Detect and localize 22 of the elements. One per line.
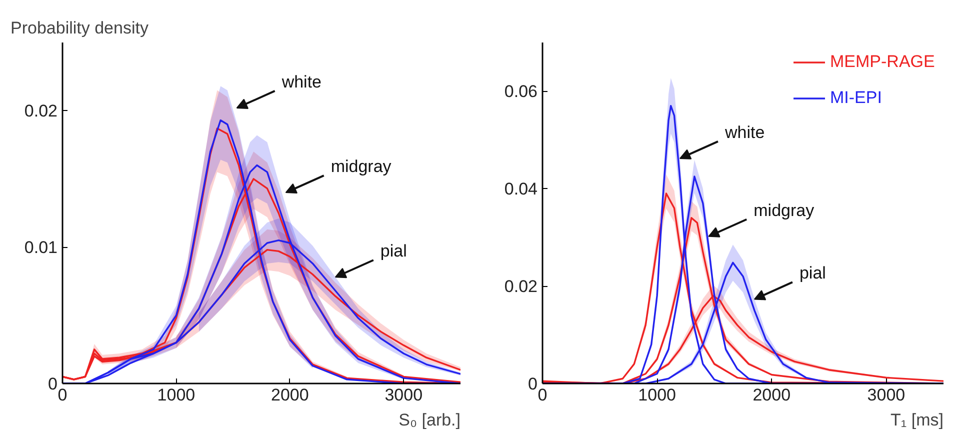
y-tick-label: 0.02 [24,102,58,121]
y-tick-label: 0.02 [504,277,538,296]
legend-label: MEMP-RAGE [830,52,936,72]
x-tick-label: 3000 [867,386,906,404]
x-axis-title: T₁ [ms] [890,410,944,430]
x-tick-label: 3000 [384,386,423,404]
y-tick-label: 0.01 [24,238,58,258]
annotation: pial [799,264,826,283]
y-axis-title: Probability density [10,18,149,38]
x-tick-label: 1000 [638,386,676,404]
x-tick-label: 2000 [752,386,791,404]
annotation: white [724,122,765,142]
legend-label: MI-EPI [830,88,883,108]
annotation: midgray [754,200,815,220]
y-tick-label: 0.04 [504,180,538,199]
y-tick-label: 0.06 [504,82,538,102]
annotation: pial [380,242,407,261]
x-tick-label: 2000 [271,386,309,404]
x-tick-label: 1000 [157,386,196,404]
annotation: white [280,72,322,92]
x-axis-title: S₀ [arb.] [398,410,460,430]
annotation: midgray [330,157,392,176]
